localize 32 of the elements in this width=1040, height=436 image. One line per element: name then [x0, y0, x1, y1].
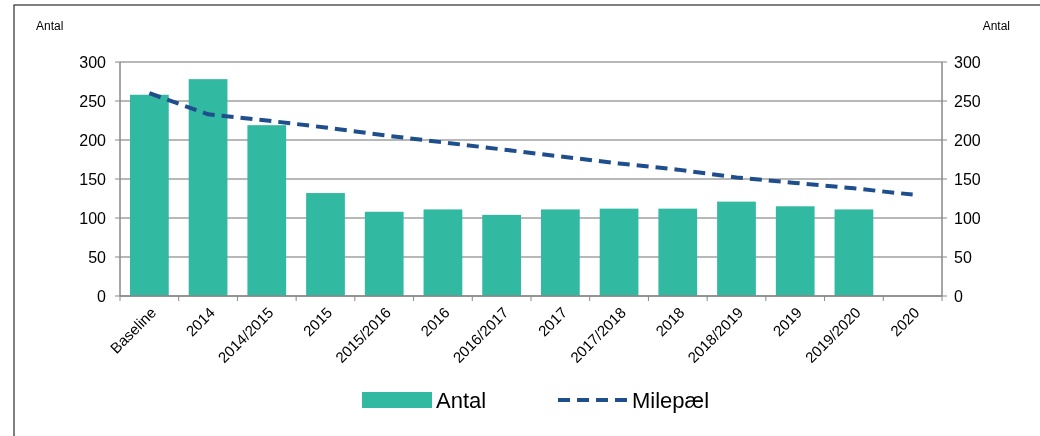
bar: [247, 125, 287, 296]
bar: [306, 193, 345, 296]
y-tick-label: 50: [88, 248, 107, 266]
y-tick-label: 150: [79, 170, 107, 188]
bar: [834, 209, 874, 296]
legend-label: Antal: [436, 387, 487, 413]
y2-tick-label: 250: [954, 92, 981, 110]
line-series: [147, 91, 915, 197]
bar: [775, 206, 815, 296]
y2-tick-label: 0: [954, 287, 963, 305]
bar: [129, 94, 169, 296]
bar: [717, 201, 756, 296]
bar: [423, 209, 463, 296]
bar: [540, 209, 580, 296]
y2-tick-label: 100: [954, 209, 981, 227]
y-tick-label: 0: [97, 287, 107, 305]
y-axis-title: Antal: [36, 19, 64, 33]
bar: [482, 214, 522, 296]
y2-tick-label: 300: [954, 53, 981, 71]
y2-tick-label: 200: [954, 131, 981, 149]
bar: [658, 208, 698, 296]
bar: [599, 208, 639, 296]
y-tick-label: 100: [79, 209, 107, 227]
y2-tick-label: 50: [954, 248, 972, 266]
bar: [364, 211, 404, 296]
bar: [188, 79, 228, 296]
y2-tick-label: 150: [954, 170, 981, 188]
y-tick-label: 300: [79, 53, 107, 71]
y2-axis-title: Antal: [982, 19, 1010, 33]
y-tick-label: 250: [79, 92, 107, 110]
y-tick-label: 200: [79, 131, 107, 149]
legend-label: Milepæl: [632, 387, 710, 413]
